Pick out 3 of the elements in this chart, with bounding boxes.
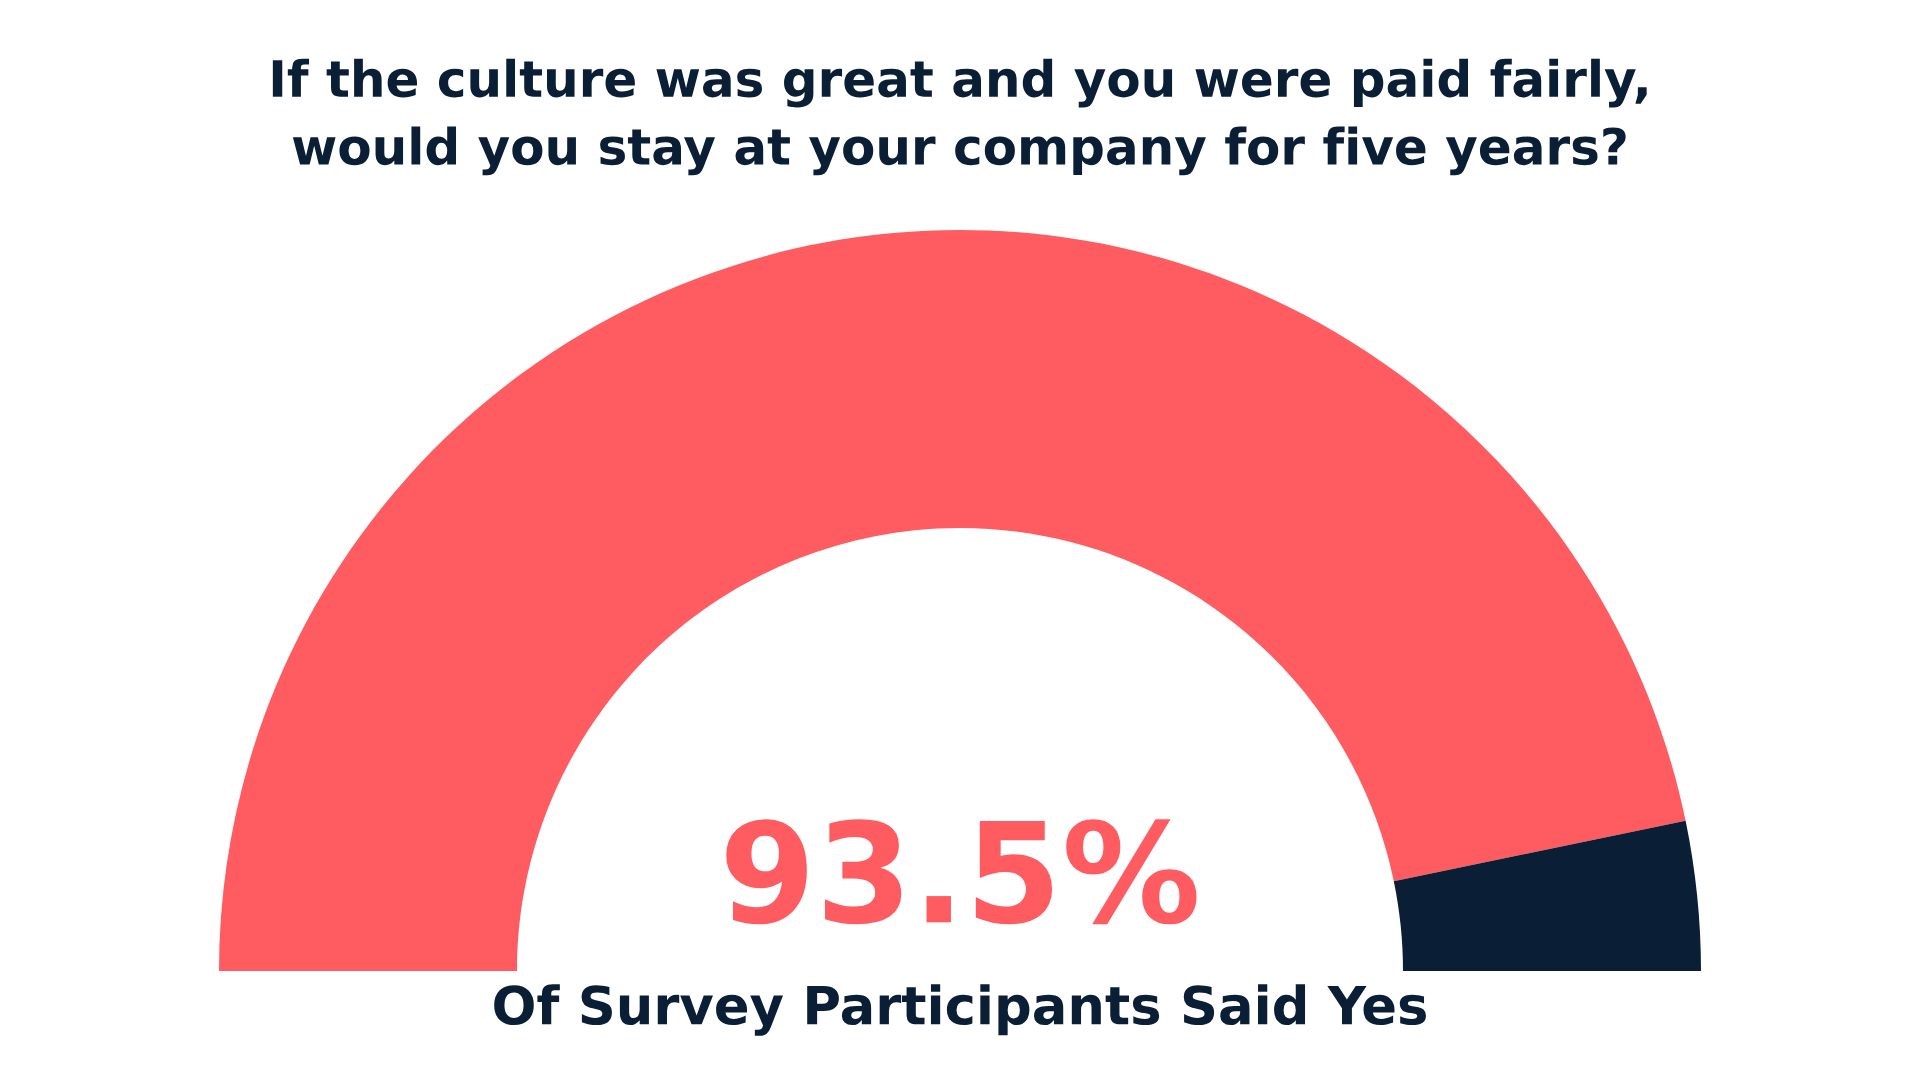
chart-title: If the culture was great and you were paid fairly, would you stay at your company for five years? (272, 58, 1647, 176)
data-label: 93.5% (726, 819, 1197, 925)
text: Of Survey Participants Said Yes (494, 984, 1426, 1036)
